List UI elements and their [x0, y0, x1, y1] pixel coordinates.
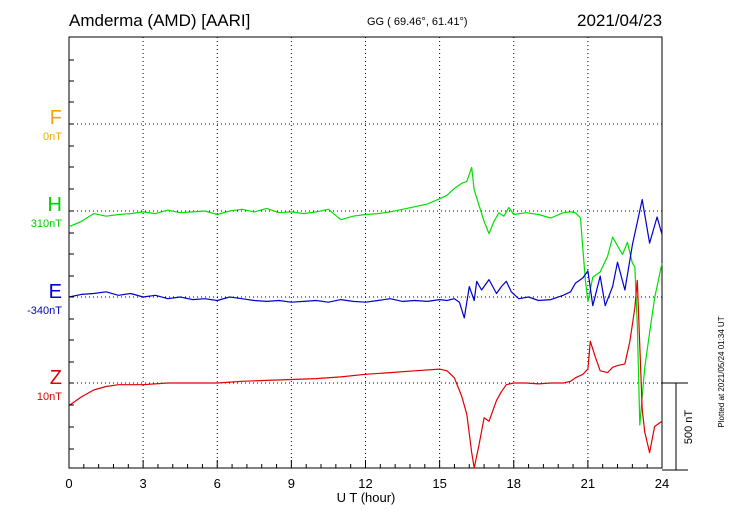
baseline-F: 0nT [43, 131, 62, 143]
baseline-Z: 10nT [36, 391, 62, 403]
series-Z-line [68, 279, 663, 469]
plotted-note: Plotted at 2021/05/24 01:34 UT [717, 316, 726, 427]
x-tick-label: 21 [581, 476, 595, 491]
grid-lines [69, 37, 662, 468]
x-tick-label: 18 [507, 476, 521, 491]
x-axis-ticks: 0 3 6 9 12 15 18 21 24 [65, 59, 669, 491]
series-E-line [68, 199, 663, 319]
x-tick-label: 24 [655, 476, 669, 491]
label-H: H [47, 194, 62, 216]
x-tick-label: 6 [214, 476, 221, 491]
scale-bar-label: 500 nT [683, 410, 695, 445]
series-H-line [68, 166, 663, 426]
scale-bar: 500 nT [662, 382, 695, 471]
x-tick-label: 15 [432, 476, 446, 491]
label-Z: Z [49, 367, 62, 389]
label-E: E [48, 281, 62, 303]
label-F: F [49, 107, 62, 129]
date-label: 2021/04/23 [577, 11, 663, 30]
baseline-E: -340nT [27, 305, 62, 317]
baseline-H: 310nT [30, 218, 62, 230]
x-tick-label: 9 [288, 476, 295, 491]
station-title: Amderma (AMD) [AARI] [69, 11, 251, 30]
x-axis-title: U T (hour) [337, 490, 396, 505]
x-tick-label: 3 [140, 476, 147, 491]
series-traces [68, 166, 663, 469]
x-tick-label: 0 [65, 476, 72, 491]
coordinates-label: GG ( 69.46°, 61.41°) [367, 16, 468, 28]
x-tick-label: 12 [358, 476, 372, 491]
